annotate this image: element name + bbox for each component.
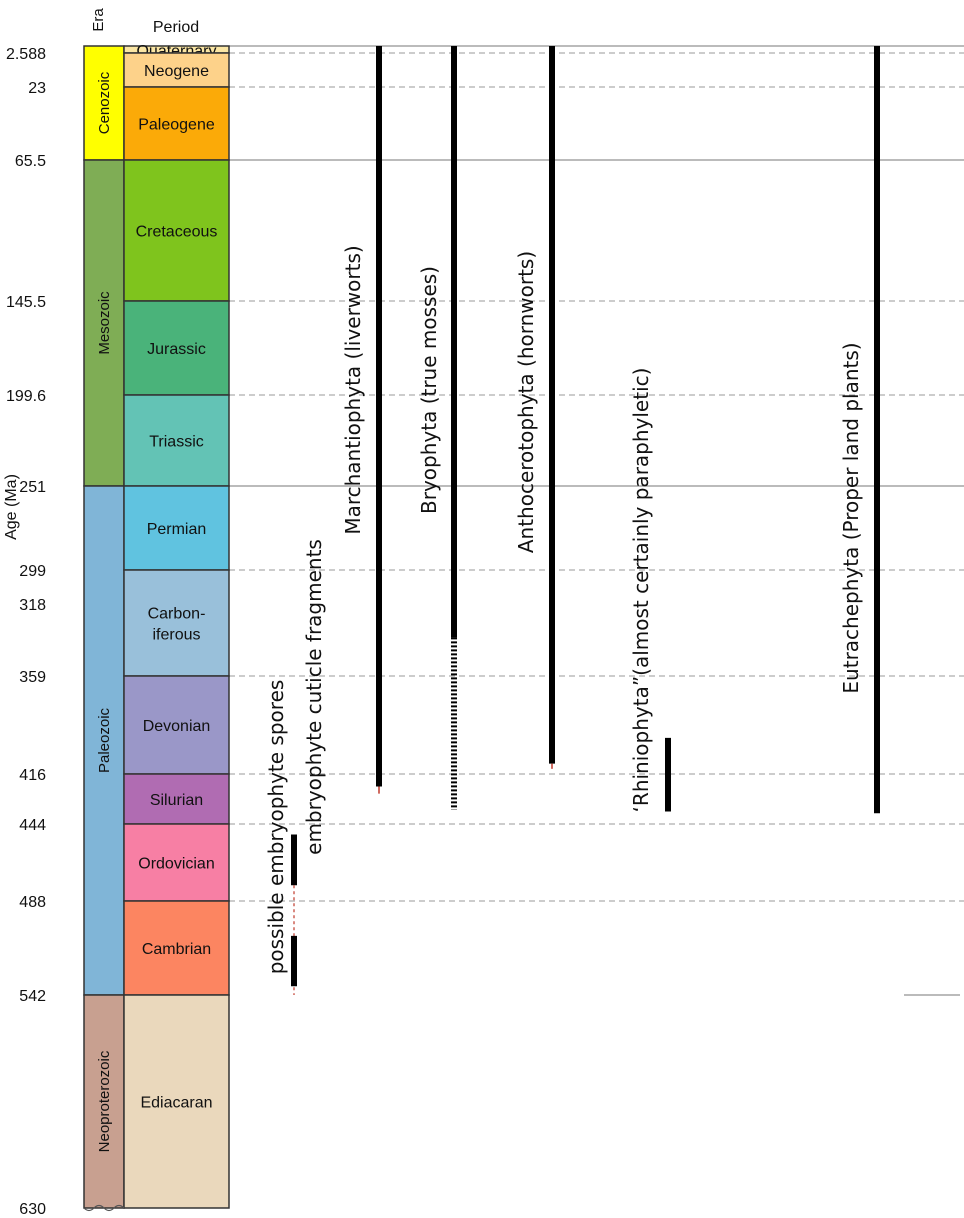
era-label-neoproterozoic: Neoproterozoic xyxy=(96,1050,113,1152)
period-label-devonian: Devonian xyxy=(143,718,211,735)
era-header: Era xyxy=(90,8,107,32)
age-axis-label: Age (Ma) xyxy=(3,474,20,540)
era-block-mesozoic xyxy=(83,159,125,487)
age-tick-630: 630 xyxy=(19,1201,46,1218)
period-label-jurassic: Jurassic xyxy=(147,341,206,358)
taxon-label-bryophyta: Bryophyta (true mosses) xyxy=(417,266,441,514)
period-block-triassic xyxy=(123,394,230,487)
era-block-neoproterozoic xyxy=(83,994,125,1209)
taxon-label-marchantiophyta: Marchantiophyta (liverworts) xyxy=(341,245,365,534)
period-label-neogene: Neogene xyxy=(144,63,209,80)
taxon-label-rhiniophyta: ‘Rhiniophyta”(almost certainly paraphyle… xyxy=(629,368,653,813)
period-block-jurassic xyxy=(123,300,230,396)
period-label-ediacaran: Ediacaran xyxy=(140,1095,212,1112)
period-block-silurian xyxy=(123,773,230,825)
age-tick-251: 251 xyxy=(19,479,46,496)
period-label-triassic: Triassic xyxy=(149,434,204,451)
era-label-mesozoic: Mesozoic xyxy=(96,291,113,355)
taxon-ranges: Marchantiophyta (liverworts) Bryophyta (t… xyxy=(264,46,880,995)
period-header: Period xyxy=(153,19,199,36)
period-label-cambrian: Cambrian xyxy=(142,941,211,958)
period-label-silurian: Silurian xyxy=(150,792,203,809)
age-axis-ticks: 2.588 23 65.5 145.5 199.6 251 299 318 359 416 444 4… xyxy=(6,46,46,1218)
period-block-carboniferous xyxy=(123,569,230,677)
age-tick-416: 416 xyxy=(19,767,46,784)
age-tick-542: 542 xyxy=(19,988,46,1005)
age-tick-23: 23 xyxy=(28,80,46,97)
age-tick-359: 359 xyxy=(19,669,46,686)
taxon-label-eutrachephyta: Eutrachephyta (Proper land plants) xyxy=(839,342,863,693)
period-block-ediacaran xyxy=(123,994,230,1209)
age-tick-199-6: 199.6 xyxy=(6,388,46,405)
age-tick-488: 488 xyxy=(19,894,46,911)
unconformity-wave xyxy=(83,1204,125,1212)
period-block-devonian xyxy=(123,675,230,775)
age-tick-444: 444 xyxy=(19,817,46,834)
era-label-paleozoic: Paleozoic xyxy=(96,707,113,773)
age-tick-299: 299 xyxy=(19,563,46,580)
taxon-label-cuticle-fragments: embryophyte cuticle fragments xyxy=(302,539,326,855)
period-label-cretaceous: Cretaceous xyxy=(136,224,218,241)
period-block-cambrian xyxy=(123,900,230,996)
boundary-lines xyxy=(229,45,964,996)
era-column: Cenozoic Mesozoic Paleozoic Neoproterozoic xyxy=(83,45,125,1209)
age-tick-318: 318 xyxy=(19,597,46,614)
period-label-permian: Permian xyxy=(147,521,207,538)
period-block-ordovician xyxy=(123,823,230,902)
taxon-label-anthocerotophyta: Anthocerotophyta (hornworts) xyxy=(514,251,538,553)
period-label-carboniferous-1: Carbon- xyxy=(148,606,206,623)
age-tick-65-5: 65.5 xyxy=(15,153,46,170)
age-tick-2-588: 2.588 xyxy=(6,46,46,63)
period-label-ordovician: Ordovician xyxy=(138,856,214,873)
era-label-cenozoic: Cenozoic xyxy=(96,71,113,134)
period-label-paleogene: Paleogene xyxy=(138,117,215,134)
taxon-label-possible-spores: possible embryophyte spores xyxy=(264,680,288,975)
period-column: QuaternaryNeogenePaleogeneCretaceousJura… xyxy=(83,43,230,1212)
period-label-carboniferous-2: iferous xyxy=(152,627,200,644)
age-tick-145-5: 145.5 xyxy=(6,294,46,311)
